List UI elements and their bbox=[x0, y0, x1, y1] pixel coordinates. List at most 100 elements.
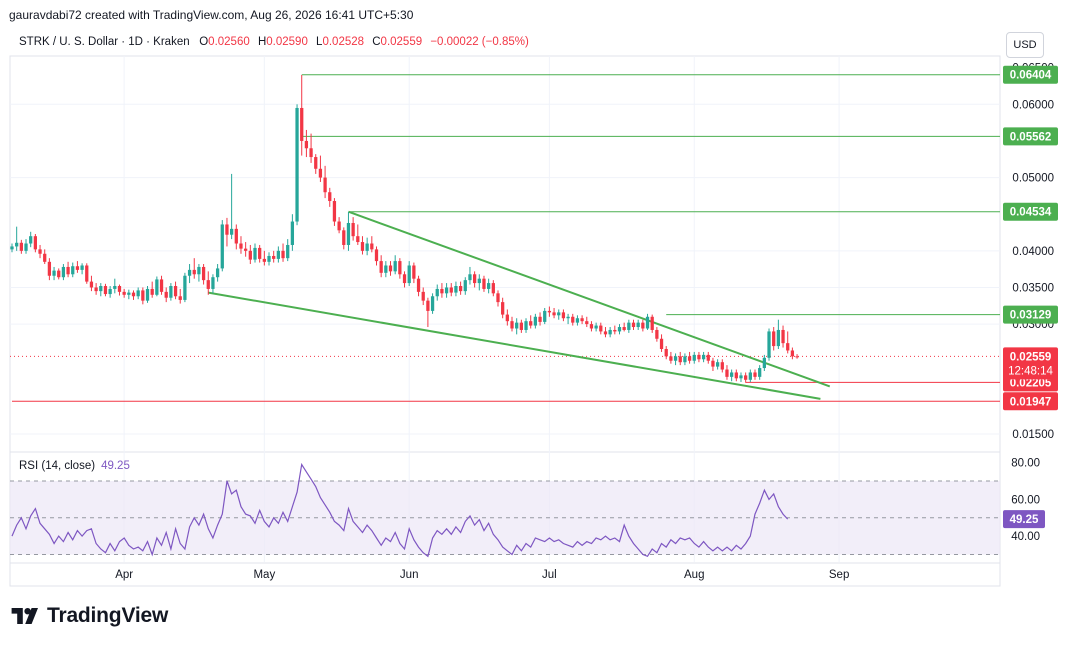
candle-body bbox=[715, 362, 720, 367]
candle-body bbox=[533, 316, 538, 326]
candle-body bbox=[234, 228, 238, 244]
candle-body bbox=[430, 296, 435, 311]
rsi-y-tick-label: 40.00 bbox=[1011, 531, 1040, 543]
candle-body bbox=[309, 148, 313, 158]
candle-body bbox=[155, 279, 159, 295]
level-price-tag bbox=[1003, 392, 1058, 411]
candle-body bbox=[229, 228, 234, 235]
level-price-label: 0.01947 bbox=[1010, 396, 1052, 408]
candle-body bbox=[15, 242, 19, 247]
candle-body bbox=[360, 242, 365, 251]
candle-body bbox=[75, 266, 80, 270]
level-price-label: 0.05562 bbox=[1010, 131, 1052, 143]
tradingview-logo-icon bbox=[11, 608, 38, 624]
candle-body bbox=[145, 288, 150, 301]
candle-body bbox=[304, 140, 309, 149]
candle-body bbox=[192, 269, 196, 275]
currency-button[interactable]: USD bbox=[1006, 32, 1044, 58]
candle-body bbox=[66, 266, 70, 275]
candle-body bbox=[258, 247, 262, 259]
candle-body bbox=[758, 368, 762, 377]
candle-body bbox=[795, 356, 799, 358]
candle-body bbox=[617, 327, 622, 332]
y-tick-label: 0.04000 bbox=[1012, 246, 1054, 258]
candle-body bbox=[458, 286, 463, 292]
candle-body bbox=[538, 316, 542, 322]
chart-frame bbox=[9, 55, 1001, 587]
candle-body bbox=[314, 157, 318, 169]
candle-body bbox=[772, 331, 776, 347]
attribution: gauravdabi72 created with TradingView.co… bbox=[9, 8, 414, 22]
candle-body bbox=[767, 331, 771, 358]
candle-body bbox=[201, 266, 206, 281]
candle-body bbox=[127, 292, 131, 295]
candle-body bbox=[356, 236, 360, 243]
trendline bbox=[208, 291, 821, 400]
candle-body bbox=[631, 322, 636, 328]
x-tick-label: Jul bbox=[542, 569, 557, 581]
candle-body bbox=[435, 288, 439, 297]
candle-body bbox=[136, 290, 140, 297]
candle-body bbox=[543, 310, 547, 322]
tradingview-logo[interactable]: TradingView bbox=[11, 604, 168, 628]
candle-body bbox=[272, 255, 276, 259]
rsi-title: RSI (14, close) bbox=[19, 460, 96, 472]
candle-body bbox=[141, 290, 145, 301]
candle-body bbox=[412, 265, 416, 279]
last-price-tag bbox=[1003, 347, 1058, 380]
candle-body bbox=[374, 249, 379, 262]
horizontal-levels bbox=[10, 74, 1000, 402]
candle-body bbox=[244, 248, 248, 251]
candle-body bbox=[402, 274, 407, 284]
candle-body bbox=[225, 224, 229, 235]
x-tick-label: Sep bbox=[829, 569, 849, 581]
candle-body bbox=[103, 286, 108, 295]
candle-body bbox=[472, 274, 477, 284]
candle-body bbox=[80, 265, 84, 270]
candle-body bbox=[43, 253, 47, 262]
candle-body bbox=[655, 329, 659, 339]
candle-body bbox=[491, 283, 495, 294]
candle-body bbox=[290, 221, 295, 245]
candle-body bbox=[365, 243, 369, 251]
rsi-value-tag bbox=[1003, 510, 1045, 529]
candle-body bbox=[52, 270, 56, 276]
candle-body bbox=[206, 280, 210, 289]
candle-body bbox=[187, 269, 192, 276]
candle-body bbox=[444, 287, 449, 294]
candle-body bbox=[24, 243, 28, 251]
x-tick-label: May bbox=[253, 569, 275, 581]
rsi-value: 49.25 bbox=[101, 460, 130, 472]
change-value: −0.00022 (−0.85%) bbox=[430, 36, 529, 48]
candle-body bbox=[85, 265, 89, 282]
candle-body bbox=[342, 230, 346, 245]
candle-body bbox=[519, 322, 523, 330]
candle-body bbox=[477, 278, 481, 284]
candle-body bbox=[426, 300, 430, 311]
candle-body bbox=[159, 279, 164, 292]
candle-body bbox=[150, 288, 154, 295]
candle-body bbox=[440, 288, 444, 294]
candle-body bbox=[94, 287, 98, 292]
candle-body bbox=[248, 250, 252, 260]
level-price-label: 0.03129 bbox=[1010, 310, 1052, 322]
candle-body bbox=[585, 321, 589, 325]
candle-body bbox=[468, 274, 472, 281]
candle-body bbox=[482, 278, 486, 289]
candle-body bbox=[571, 316, 575, 323]
candle-body bbox=[697, 354, 701, 360]
brand-name: TradingView bbox=[47, 604, 169, 627]
low-value: 0.02528 bbox=[322, 36, 365, 48]
candle-body bbox=[730, 372, 734, 377]
axes: AprMayJunJulAugSep0.065000.060000.050000… bbox=[115, 63, 1058, 581]
symbol-info: STRK / U. S. Dollar · 1D · Kraken O0.025… bbox=[19, 36, 534, 48]
candle-body bbox=[454, 286, 458, 293]
candle-body bbox=[501, 302, 505, 315]
candle-body bbox=[603, 331, 608, 335]
low-label: L bbox=[316, 36, 323, 48]
candle-body bbox=[557, 312, 561, 316]
candle-body bbox=[781, 329, 785, 344]
candle-body bbox=[173, 286, 178, 297]
trendlines bbox=[208, 210, 831, 400]
